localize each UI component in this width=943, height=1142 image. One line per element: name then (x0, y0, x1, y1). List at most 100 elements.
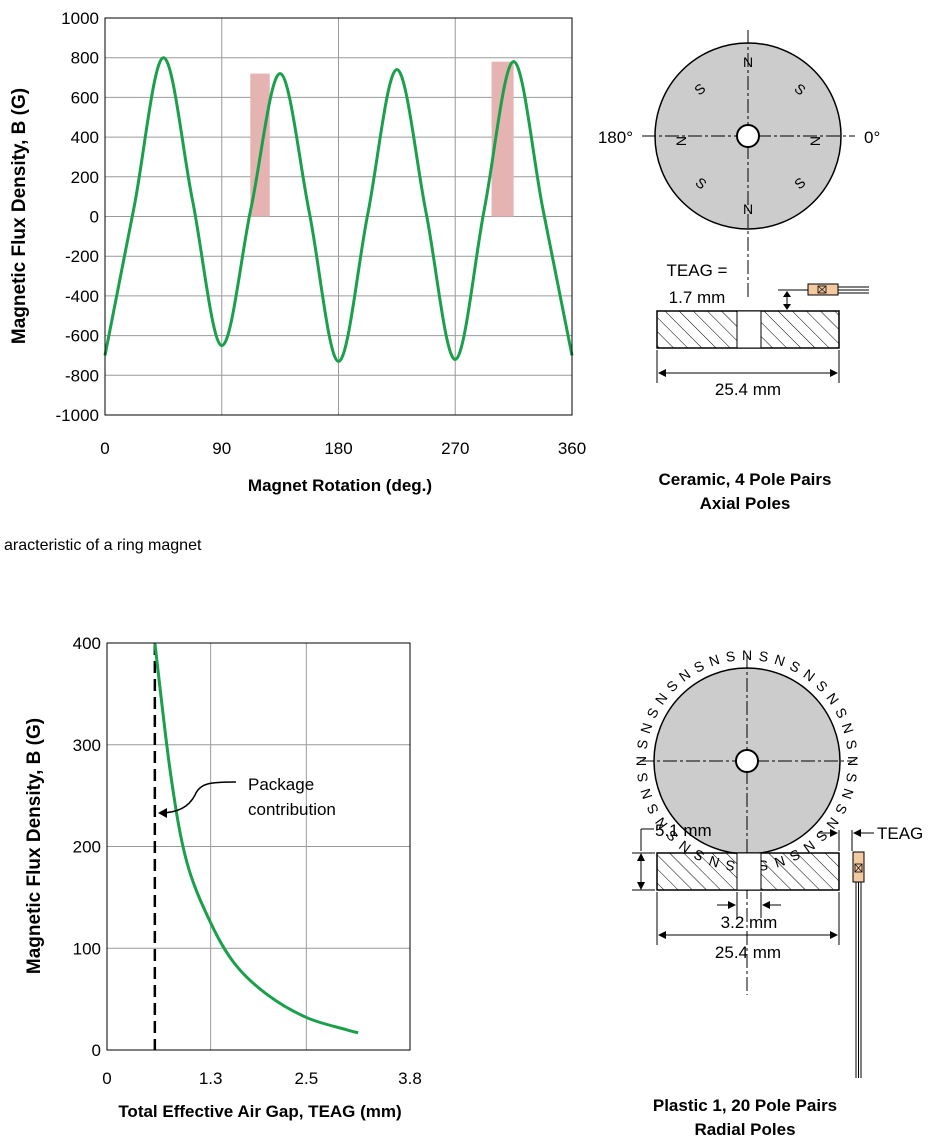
chart2-annotation-line2: contribution (248, 800, 336, 819)
ceramic-width-arrow-right (830, 369, 838, 377)
c2-y-tick-label: 400 (73, 634, 101, 653)
plastic-pole-s: S (813, 827, 831, 845)
ceramic-teag-label: TEAG = (667, 261, 728, 280)
plastic-teag-arrow-right (853, 829, 861, 837)
c1-x-tick-label: 270 (441, 439, 469, 458)
ceramic-pole-n-bottom: N (743, 201, 753, 217)
plastic-pole-n: N (652, 690, 671, 708)
c1-x-tick-label: 360 (558, 439, 586, 458)
plastic-thickness-arrow-up (637, 853, 645, 861)
c2-x-tick-label: 0 (102, 1069, 111, 1088)
chart2-y-axis-label: Magnetic Flux Density, B (G) (24, 718, 45, 974)
plastic-pole-s: S (634, 739, 651, 751)
plastic-pole-s: S (691, 657, 707, 675)
plastic-bore-arrow-left (728, 901, 736, 909)
plastic-thickness-label: 5.1 mm (655, 821, 712, 840)
c2-y-tick-label: 200 (73, 838, 101, 857)
c1-x-tick-label: 180 (324, 439, 352, 458)
c1-y-tick-label: 200 (71, 168, 99, 187)
plastic-pole-n: N (839, 721, 857, 736)
c1-y-tick-label: -600 (65, 327, 99, 346)
ceramic-sensor-chip-mark-b (817, 285, 827, 294)
chart1-highlight-band (491, 61, 514, 217)
plastic-pole-n: N (801, 666, 819, 685)
figure-caption-fragment: aracteristic of a ring magnet (4, 537, 202, 554)
c1-y-tick-label: -1000 (56, 406, 99, 425)
c1-x-tick-label: 0 (100, 439, 109, 458)
chart2-x-ticks: 0 1.3 2.5 3.8 (102, 1069, 422, 1088)
plastic-side-bore (736, 852, 762, 891)
plastic-sensor-chip-icon (854, 863, 863, 873)
chart1-plot-frame (104, 17, 573, 416)
chart2-annotation-line1: Package (248, 775, 314, 794)
c1-y-tick-label: 0 (90, 208, 99, 227)
c1-y-tick-label: -400 (65, 287, 99, 306)
ceramic-width-label: 25.4 mm (715, 380, 781, 399)
plastic-center-hole (735, 749, 759, 773)
plastic-pole-n: N (637, 787, 655, 802)
ceramic-teag-value: 1.7 mm (669, 288, 726, 307)
plastic-thickness-arrow-down (637, 882, 645, 890)
plastic-pole-n: N (637, 721, 655, 736)
plastic-pole-n: N (742, 647, 752, 663)
ceramic-angle-180: 180° (598, 128, 633, 147)
c2-x-tick-label: 1.3 (199, 1069, 223, 1088)
plastic-teag-label: TEAG (877, 824, 923, 843)
c2-x-tick-label: 3.8 (398, 1069, 422, 1088)
chart2-y-ticks: 400 300 200 100 0 (73, 634, 101, 1060)
ceramic-angle-0: 0° (864, 128, 880, 147)
plastic-pole-s: S (843, 772, 860, 784)
c2-y-tick-label: 300 (73, 736, 101, 755)
ceramic-caption-line1: Ceramic, 4 Pole Pairs (659, 470, 832, 489)
plastic-sensor-chip-mark-b (854, 863, 863, 873)
plastic-magnet-figure: NSNSNSNSNSNSNSNSNSNSNSNSNSNSNSNSNSNSNSNS… (632, 647, 923, 1139)
c1-x-tick-label: 90 (212, 439, 231, 458)
c1-y-tick-label: 400 (71, 128, 99, 147)
c1-y-tick-label: 1000 (61, 9, 99, 28)
chart1-x-axis-label: Magnet Rotation (deg.) (248, 476, 432, 495)
c1-y-tick-label: -200 (65, 247, 99, 266)
plastic-pole-n: N (839, 787, 857, 802)
chart2-annotation-leader (159, 781, 237, 814)
chart2-annotation-arrow (158, 808, 167, 818)
plastic-pole-s: S (813, 677, 831, 695)
plastic-pole-n: N (633, 756, 649, 766)
plastic-teag-arrow-left (830, 829, 838, 837)
c2-y-tick-label: 100 (73, 939, 101, 958)
ceramic-teag-arrow-up (783, 291, 791, 297)
plastic-pole-n: N (845, 756, 861, 766)
c1-y-tick-label: -800 (65, 366, 99, 385)
plastic-pole-s: S (663, 677, 681, 695)
plastic-pole-s: S (843, 739, 860, 751)
plastic-width-arrow-left (658, 931, 666, 939)
chart1-x-ticks: 0 90 180 270 360 (100, 439, 586, 458)
chart-magnet-rotation: 1000 800 600 400 200 0 -200 -400 -600 -800 -1000 0… (9, 9, 586, 495)
chart1-series-line (103, 56, 574, 363)
plastic-bore-label: 3.2 mm (721, 913, 778, 932)
plastic-caption-line2: Radial Poles (694, 1120, 795, 1139)
chart1-y-axis-label: Magnetic Flux Density, B (G) (9, 88, 30, 344)
plastic-pole-s: S (643, 705, 661, 721)
ceramic-pole-n-top: N (743, 54, 753, 70)
plastic-pole-n: N (676, 666, 694, 685)
chart2-series-line (153, 642, 359, 1035)
ceramic-sensor-chip-icon (817, 285, 827, 294)
plastic-pole-s: S (832, 705, 850, 721)
chart1-y-ticks: 1000 800 600 400 200 0 -200 -400 -600 -800 -1000 (56, 9, 99, 425)
plastic-pole-n: N (773, 651, 788, 669)
plastic-caption-line1: Plastic 1, 20 Pole Pairs (653, 1096, 837, 1115)
c2-x-tick-label: 2.5 (295, 1069, 319, 1088)
plastic-pole-n: N (823, 690, 842, 708)
plastic-width-label: 25.4 mm (715, 943, 781, 962)
ceramic-caption-line2: Axial Poles (700, 494, 791, 513)
plastic-pole-s: S (634, 772, 651, 784)
plastic-pole-s: S (643, 801, 661, 817)
plastic-bore-arrow-right (762, 901, 770, 909)
ceramic-width-arrow-left (658, 369, 666, 377)
chart1-highlights (250, 61, 514, 217)
plastic-pole-s: S (832, 801, 850, 817)
ceramic-teag-arrow-down (783, 304, 791, 310)
ceramic-center-hole (736, 124, 760, 148)
c2-y-tick-label: 0 (92, 1041, 101, 1060)
plastic-pole-n: N (823, 815, 842, 833)
